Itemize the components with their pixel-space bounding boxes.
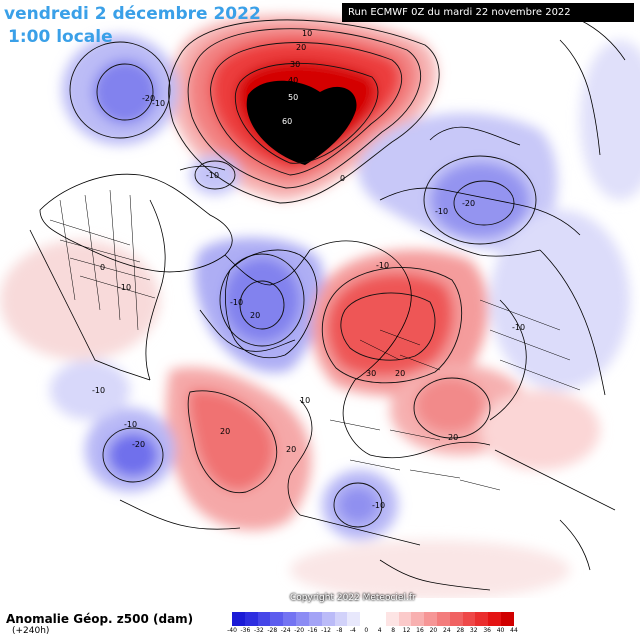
- scale-swatch: [360, 612, 373, 626]
- scale-tick-label: -16: [307, 627, 318, 634]
- scale-swatch: [321, 612, 335, 626]
- scale-swatch: [411, 612, 425, 626]
- scale-swatch: [257, 612, 271, 626]
- contour-label: -10: [512, 323, 525, 332]
- contour-label: 30: [366, 369, 376, 378]
- contour-label: -10: [152, 99, 165, 108]
- scale-swatch: [296, 612, 309, 626]
- scale-tick-label: -4: [349, 627, 356, 634]
- contour-label: 0: [340, 174, 345, 183]
- scale-swatch: [372, 612, 386, 626]
- contour-label: -20: [132, 440, 145, 449]
- forecast-date: vendredi 2 décembre 2022: [4, 4, 261, 24]
- contour-label: 10: [300, 396, 310, 405]
- scale-swatch: [398, 612, 412, 626]
- scale-swatch: [308, 612, 322, 626]
- scale-tick-label: 16: [416, 627, 424, 634]
- scale-tick-label: -40: [227, 627, 237, 634]
- scale-swatch: [488, 612, 502, 626]
- scale-tick-label: 24: [443, 627, 451, 634]
- contour-label: -20: [142, 94, 155, 103]
- contour-label: 20: [296, 43, 306, 52]
- copyright-text: Copyright 2022 Meteociel.fr: [290, 593, 416, 603]
- scale-tick-label: 36: [483, 627, 491, 634]
- contour-label: -10: [435, 207, 448, 216]
- scale-tick-label: 32: [469, 627, 478, 634]
- contour-label: -10: [372, 501, 385, 510]
- run-info: Run ECMWF 0Z du mardi 22 novembre 2022: [342, 3, 634, 22]
- scale-tick-label: 8: [391, 627, 396, 634]
- scale-tick-label: -32: [253, 627, 264, 634]
- scale-tick-label: 40: [496, 627, 505, 634]
- scale-swatch: [385, 612, 399, 626]
- contour-label: -10: [230, 298, 243, 307]
- contour-label: 10: [302, 29, 312, 38]
- contour-label: 40: [288, 76, 298, 85]
- scale-tick-label: 28: [456, 627, 465, 634]
- contour-label: -10: [376, 261, 389, 270]
- contour-label: -10: [92, 386, 105, 395]
- scale-swatch: [475, 612, 489, 626]
- scale-tick-label: 44: [510, 627, 518, 634]
- scale-tick-label: -20: [294, 627, 305, 634]
- scale-tick-label: 4: [377, 627, 382, 634]
- scale-tick-label: 0: [364, 627, 369, 634]
- contour-label: -10: [118, 283, 131, 292]
- color-scale-ticks: -40 -36 -32 -28 -24 -20 -16 -12 -8 -4 0 4 8 12 16 20 24 2…: [226, 627, 518, 637]
- scale-swatch: [334, 612, 348, 626]
- forecast-range: (+240h): [12, 626, 50, 636]
- scale-swatch: [437, 612, 450, 626]
- scale-swatch: [449, 612, 463, 626]
- scale-tick-label: -24: [280, 627, 291, 634]
- scale-tick-label: 20: [429, 627, 438, 634]
- scale-swatch: [270, 612, 284, 626]
- contour-label: 20: [448, 433, 458, 442]
- contour-label: 20: [395, 369, 405, 378]
- chart-title: Anomalie Géop. z500 (dam): [6, 612, 194, 626]
- contour-label: -20: [462, 199, 475, 208]
- scale-swatch: [462, 612, 476, 626]
- contour-label: 20: [220, 427, 230, 436]
- coastlines: [29, 19, 626, 591]
- contour-lines: [69, 19, 537, 528]
- color-scale: [232, 612, 514, 626]
- contour-label: 20: [286, 445, 296, 454]
- scale-swatch: [501, 612, 514, 626]
- scale-swatch: [424, 612, 437, 626]
- scale-tick-label: -28: [267, 627, 278, 634]
- scale-tick-label: -12: [321, 627, 331, 634]
- contour-labels: 10 20 30 40 50 60 -20 -10 -10 0 -10 -20 …: [92, 29, 525, 510]
- contour-label: 20: [250, 311, 260, 320]
- scale-tick-label: -36: [240, 627, 251, 634]
- scale-swatch: [244, 612, 258, 626]
- contour-label: -10: [124, 420, 137, 429]
- scale-swatch: [283, 612, 297, 626]
- forecast-time: 1:00 locale: [8, 27, 113, 47]
- scale-tick-label: 12: [402, 627, 411, 634]
- contour-label: 30: [290, 60, 300, 69]
- scale-tick-label: -8: [336, 627, 343, 634]
- contour-label: 60: [282, 117, 292, 126]
- contour-label: 0: [100, 263, 105, 272]
- border-lines: [49, 189, 581, 491]
- core-max: [246, 80, 357, 165]
- scale-swatch: [347, 612, 361, 626]
- scale-swatch: [232, 612, 245, 626]
- contour-label: -10: [206, 171, 219, 180]
- contour-label: 50: [288, 93, 298, 102]
